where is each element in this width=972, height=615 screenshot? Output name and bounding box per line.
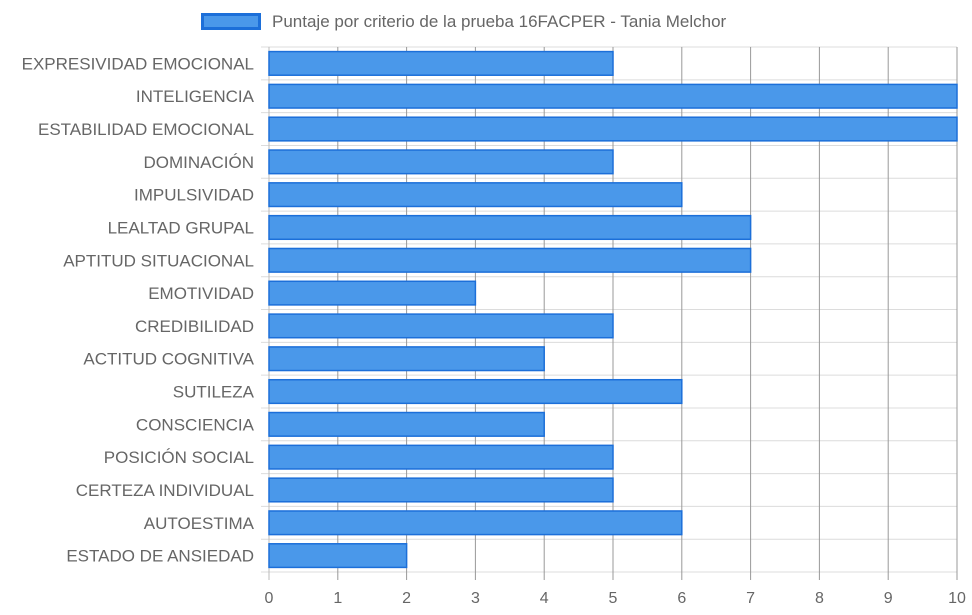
category-label: CONSCIENCIA <box>136 415 255 434</box>
category-label: CREDIBILIDAD <box>135 317 254 336</box>
bar <box>268 477 614 503</box>
category-label: EXPRESIVIDAD EMOCIONAL <box>22 54 254 73</box>
bar <box>268 149 614 175</box>
category-label: IMPULSIVIDAD <box>134 186 254 205</box>
category-label: LEALTAD GRUPAL <box>108 218 254 237</box>
bar <box>268 444 614 470</box>
x-tick-label: 5 <box>609 590 618 607</box>
bar <box>268 411 545 437</box>
category-label: CERTEZA INDIVIDUAL <box>76 481 254 500</box>
bar <box>268 510 683 536</box>
bar <box>268 346 545 372</box>
x-tick-label: 4 <box>540 590 549 607</box>
x-tick-label: 7 <box>746 590 755 607</box>
x-tick-label: 3 <box>471 590 480 607</box>
x-tick-label: 1 <box>333 590 342 607</box>
category-label: DOMINACIÓN <box>144 153 255 172</box>
category-label: INTELIGENCIA <box>136 87 255 106</box>
bar <box>268 247 752 273</box>
category-label: ACTITUD COGNITIVA <box>83 350 254 369</box>
x-tick-label: 2 <box>402 590 411 607</box>
x-tick-label: 10 <box>948 590 966 607</box>
bar <box>268 182 683 208</box>
category-label: POSICIÓN SOCIAL <box>104 448 254 467</box>
category-label: EMOTIVIDAD <box>148 284 254 303</box>
bar <box>268 50 614 76</box>
legend-swatch <box>201 13 261 30</box>
category-label: APTITUD SITUACIONAL <box>63 251 254 270</box>
x-tick-label: 0 <box>265 590 274 607</box>
bar <box>268 378 683 405</box>
bar <box>268 214 752 241</box>
x-axis-ticks: 0 1 2 3 4 5 6 7 8 9 10 <box>265 590 966 607</box>
bar <box>268 83 958 109</box>
category-labels: EXPRESIVIDAD EMOCIONAL INTELIGENCIA ESTABI… <box>22 54 255 565</box>
x-tick-label: 9 <box>884 590 893 607</box>
category-label: AUTOESTIMA <box>144 514 255 533</box>
category-label: ESTADO DE ANSIEDAD <box>66 547 254 566</box>
bars <box>268 50 958 569</box>
legend-label: Puntaje por criterio de la prueba 16FACP… <box>272 12 727 31</box>
bar <box>268 280 477 306</box>
bar <box>268 313 614 339</box>
category-label: SUTILEZA <box>173 383 255 402</box>
x-tick-label: 6 <box>677 590 686 607</box>
bar <box>268 116 958 142</box>
chart-legend[interactable]: Puntaje por criterio de la prueba 16FACP… <box>0 10 972 36</box>
x-tick-label: 8 <box>815 590 824 607</box>
bar <box>268 543 408 569</box>
category-label: ESTABILIDAD EMOCIONAL <box>38 120 254 139</box>
